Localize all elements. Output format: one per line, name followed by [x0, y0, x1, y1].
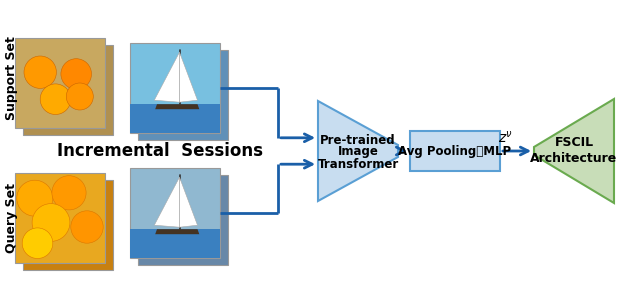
FancyBboxPatch shape: [138, 175, 228, 265]
Text: Support Set: Support Set: [5, 36, 18, 120]
Circle shape: [24, 56, 56, 88]
Polygon shape: [534, 99, 614, 203]
Circle shape: [52, 176, 86, 210]
FancyBboxPatch shape: [15, 173, 105, 263]
Circle shape: [67, 83, 93, 110]
Polygon shape: [179, 52, 198, 102]
Polygon shape: [155, 104, 199, 109]
Circle shape: [40, 84, 71, 115]
FancyBboxPatch shape: [130, 43, 220, 133]
Polygon shape: [154, 52, 179, 102]
Text: Pre-trained: Pre-trained: [320, 135, 396, 148]
Circle shape: [22, 228, 53, 258]
Text: $z^{\nu}$: $z^{\nu}$: [499, 130, 513, 146]
Polygon shape: [179, 177, 198, 227]
Text: Image: Image: [337, 145, 378, 158]
FancyBboxPatch shape: [23, 45, 113, 135]
Text: Transformer: Transformer: [317, 158, 399, 171]
Polygon shape: [130, 104, 220, 133]
Circle shape: [32, 204, 70, 241]
Text: Architecture: Architecture: [531, 152, 618, 165]
FancyBboxPatch shape: [410, 131, 500, 171]
Polygon shape: [155, 229, 199, 234]
FancyBboxPatch shape: [23, 180, 113, 270]
Circle shape: [17, 180, 53, 216]
Polygon shape: [318, 101, 398, 201]
Circle shape: [71, 211, 103, 243]
FancyBboxPatch shape: [130, 168, 220, 258]
FancyBboxPatch shape: [138, 50, 228, 140]
Text: Avg Pooling，MLP: Avg Pooling，MLP: [399, 145, 511, 158]
Text: Incremental  Sessions: Incremental Sessions: [57, 142, 263, 160]
Text: Query Set: Query Set: [5, 183, 18, 253]
Polygon shape: [130, 229, 220, 258]
Polygon shape: [154, 177, 179, 227]
Circle shape: [61, 59, 92, 89]
Text: FSCIL: FSCIL: [554, 136, 593, 149]
FancyBboxPatch shape: [15, 38, 105, 128]
